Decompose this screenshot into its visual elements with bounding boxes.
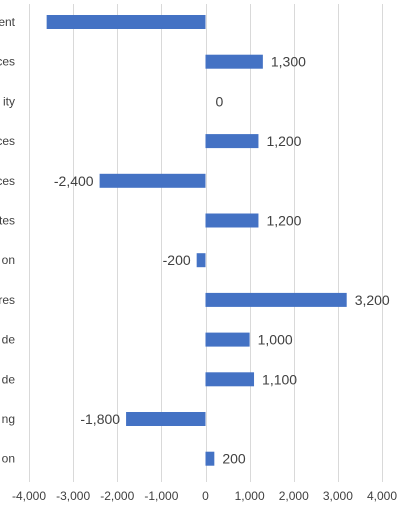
x-tick-label: -2,000 — [100, 489, 134, 503]
bar — [205, 213, 259, 228]
x-tick-label: 0 — [202, 489, 209, 503]
x-tick-label: -3,000 — [56, 489, 90, 503]
bar — [99, 173, 206, 188]
bar — [46, 15, 206, 29]
category-label: on — [2, 452, 15, 466]
category-label: ces — [0, 55, 15, 69]
category-label: ces — [0, 174, 15, 188]
data-label: 1,300 — [271, 54, 306, 70]
data-label: 200 — [222, 451, 246, 467]
bar — [196, 253, 206, 268]
category-label: ces — [0, 134, 15, 148]
x-tick-label: -4,000 — [12, 489, 46, 503]
data-label: -2,400 — [54, 173, 94, 189]
category-label: ity — [3, 94, 15, 108]
x-axis-tick-labels: -4,000 -3,000 -2,000 -1,000 0 1,000 2,000 3,000… — [12, 489, 397, 503]
x-tick-label: 1,000 — [235, 489, 265, 503]
category-label: de — [2, 333, 16, 347]
bar — [126, 412, 206, 426]
category-labels: ent ces ity ces ces tes on res de de ng on — [0, 15, 16, 466]
bars — [46, 15, 347, 466]
data-label: 1,100 — [262, 371, 297, 387]
data-label: 3,200 — [355, 292, 390, 308]
data-label: -1,800 — [80, 411, 120, 427]
category-label: on — [2, 253, 15, 267]
x-tick-label: 2,000 — [279, 489, 309, 503]
x-tick-label: -1,000 — [144, 489, 178, 503]
bar — [205, 332, 250, 347]
data-label: 1,200 — [266, 213, 301, 229]
gridlines — [29, 4, 383, 482]
data-label: 1,200 — [266, 133, 301, 149]
x-tick-label: 4,000 — [367, 489, 397, 503]
bar — [205, 372, 255, 387]
category-label: tes — [0, 214, 15, 228]
bar — [205, 134, 259, 149]
x-tick-label: 3,000 — [323, 489, 353, 503]
bar — [205, 292, 347, 307]
data-labels: 1,300 0 1,200 -2,400 1,200 -200 3,200 1,000 1,10… — [54, 54, 390, 467]
bar — [205, 54, 263, 69]
bar — [205, 451, 215, 466]
data-label: 0 — [216, 93, 224, 109]
category-label: ng — [2, 412, 15, 426]
category-label: de — [2, 372, 16, 386]
category-label: ent — [0, 15, 16, 29]
category-label: res — [0, 293, 15, 307]
data-label: 1,000 — [258, 332, 293, 348]
data-label: -200 — [163, 252, 191, 268]
